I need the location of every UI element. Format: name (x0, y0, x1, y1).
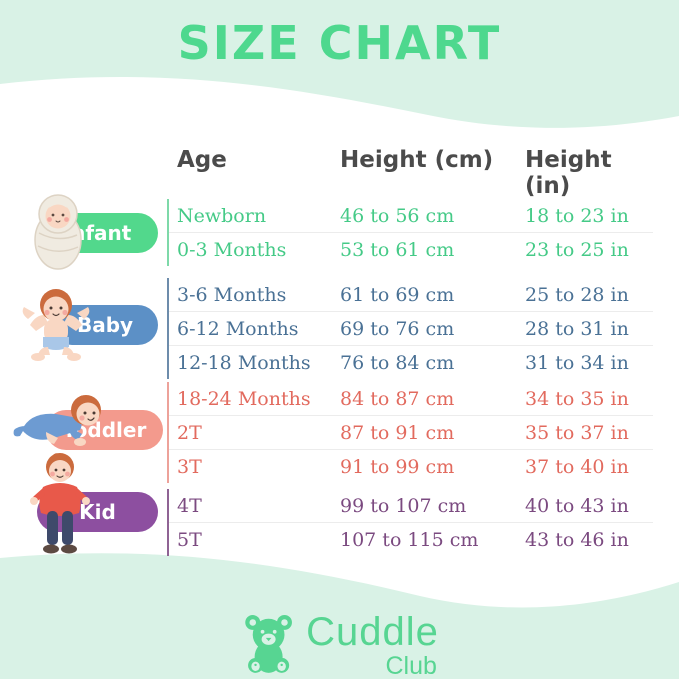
height-in-cell: 37 to 40 in (525, 455, 629, 478)
section-infant-rows: Newborn 46 to 56 cm 18 to 23 in 0-3 Mont… (167, 199, 653, 266)
height-cm-cell: 69 to 76 cm (340, 317, 455, 340)
age-cell: 4T (177, 494, 202, 517)
table-row: 3T 91 to 99 cm 37 to 40 in (169, 449, 653, 483)
section-kid-rows: 4T 99 to 107 cm 40 to 43 in 5T 107 to 11… (167, 489, 653, 556)
height-cm-cell: 76 to 84 cm (340, 351, 455, 374)
header-height-in: Height (in) (525, 147, 612, 199)
brand-subname: Club (385, 652, 437, 680)
age-cell: Newborn (177, 204, 267, 227)
height-in-cell: 40 to 43 in (525, 494, 629, 517)
table-row: 2T 87 to 91 cm 35 to 37 in (169, 415, 653, 449)
height-cm-cell: 84 to 87 cm (340, 387, 455, 410)
age-cell: 0-3 Months (177, 238, 287, 261)
age-cell: 12-18 Months (177, 351, 311, 374)
baby-arms-up-icon (22, 289, 90, 361)
section-baby: 3-6 Months 61 to 69 cm 25 to 28 in 6-12 … (167, 278, 653, 379)
age-cell: 18-24 Months (177, 387, 311, 410)
table-row: 3-6 Months 61 to 69 cm 25 to 28 in (169, 278, 653, 311)
crawling-toddler-icon (13, 395, 101, 446)
height-cm-cell: 53 to 61 cm (340, 238, 455, 261)
height-in-cell: 31 to 34 in (525, 351, 629, 374)
section-toddler: 18-24 Months 84 to 87 cm 34 to 35 in 2T … (167, 382, 653, 483)
brand-name: Cuddle (306, 610, 439, 654)
teddy-bear-icon (244, 615, 292, 673)
height-cm-cell: 107 to 115 cm (340, 528, 479, 551)
table-row: 0-3 Months 53 to 61 cm 23 to 25 in (169, 232, 653, 266)
swaddled-baby-icon (34, 194, 82, 270)
height-cm-cell: 87 to 91 cm (340, 421, 455, 444)
height-in-cell: 34 to 35 in (525, 387, 629, 410)
table-row: 4T 99 to 107 cm 40 to 43 in (169, 489, 653, 522)
age-cell: 3T (177, 455, 202, 478)
table-row: 5T 107 to 115 cm 43 to 46 in (169, 522, 653, 556)
section-kid: 4T 99 to 107 cm 40 to 43 in 5T 107 to 11… (167, 489, 653, 556)
section-toddler-rows: 18-24 Months 84 to 87 cm 34 to 35 in 2T … (167, 382, 653, 483)
age-cell: 6-12 Months (177, 317, 299, 340)
height-in-cell: 18 to 23 in (525, 204, 629, 227)
header-height-cm: Height (cm) (340, 147, 494, 173)
table-row: 18-24 Months 84 to 87 cm 34 to 35 in (169, 382, 653, 415)
height-in-cell: 25 to 28 in (525, 283, 629, 306)
table-row: Newborn 46 to 56 cm 18 to 23 in (169, 199, 653, 232)
table-header-row: Age Height (cm) Height (in) (177, 147, 653, 199)
height-cm-cell: 61 to 69 cm (340, 283, 455, 306)
age-cell: 3-6 Months (177, 283, 287, 306)
section-infant: Newborn 46 to 56 cm 18 to 23 in 0-3 Mont… (167, 199, 653, 266)
height-in-cell: 23 to 25 in (525, 238, 629, 261)
age-cell: 5T (177, 528, 202, 551)
header-age: Age (177, 147, 227, 173)
height-cm-cell: 99 to 107 cm (340, 494, 467, 517)
height-in-cell: 35 to 37 in (525, 421, 629, 444)
height-cm-cell: 46 to 56 cm (340, 204, 455, 227)
brand-logo: Cuddle Club (240, 612, 439, 679)
age-cell: 2T (177, 421, 202, 444)
height-cm-cell: 91 to 99 cm (340, 455, 455, 478)
height-in-cell: 28 to 31 in (525, 317, 629, 340)
standing-kid-icon (30, 453, 90, 554)
page-title: SIZE CHART (177, 16, 502, 70)
table-row: 6-12 Months 69 to 76 cm 28 to 31 in (169, 311, 653, 345)
table-row: 12-18 Months 76 to 84 cm 31 to 34 in (169, 345, 653, 379)
section-baby-rows: 3-6 Months 61 to 69 cm 25 to 28 in 6-12 … (167, 278, 653, 379)
height-in-cell: 43 to 46 in (525, 528, 629, 551)
